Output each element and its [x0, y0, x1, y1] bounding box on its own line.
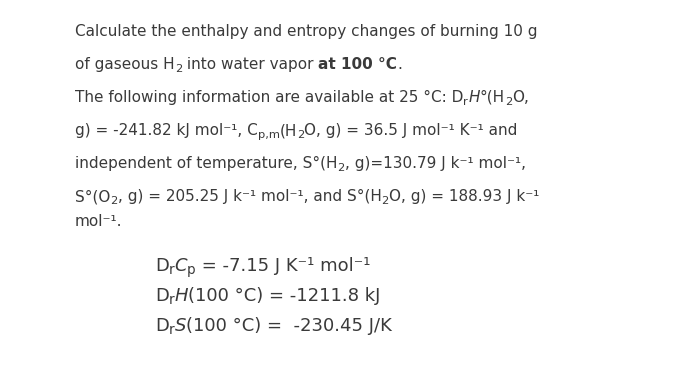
Text: , g) = 205.25 J k⁻¹ mol⁻¹, and S°(H: , g) = 205.25 J k⁻¹ mol⁻¹, and S°(H [118, 189, 382, 204]
Text: D: D [155, 257, 169, 275]
Text: (H: (H [280, 123, 297, 138]
Text: , g)=130.79 J k⁻¹ mol⁻¹,: , g)=130.79 J k⁻¹ mol⁻¹, [344, 156, 526, 171]
Text: at 100 °C: at 100 °C [318, 57, 397, 72]
Text: r: r [169, 293, 174, 307]
Text: °(H: °(H [480, 90, 505, 105]
Text: = -7.15 J K⁻¹ mol⁻¹: = -7.15 J K⁻¹ mol⁻¹ [196, 257, 370, 275]
Text: of gaseous H: of gaseous H [75, 57, 174, 72]
Text: r: r [463, 97, 468, 107]
Text: p,m: p,m [258, 130, 280, 140]
Text: independent of temperature, S°(H: independent of temperature, S°(H [75, 156, 337, 171]
Text: r: r [169, 263, 174, 277]
Text: 2: 2 [505, 97, 512, 107]
Text: 2: 2 [111, 196, 118, 206]
Text: H: H [468, 90, 480, 105]
Text: 2: 2 [382, 196, 388, 206]
Text: p: p [187, 263, 196, 277]
Text: 2: 2 [297, 130, 304, 140]
Text: O, g) = 188.93 J k⁻¹: O, g) = 188.93 J k⁻¹ [389, 189, 539, 204]
Text: 2: 2 [174, 64, 182, 74]
Text: The following information are available at 25 °C: D: The following information are available … [75, 90, 463, 105]
Text: C: C [174, 257, 187, 275]
Text: (100 °C) = -1211.8 kJ: (100 °C) = -1211.8 kJ [188, 287, 380, 305]
Text: D: D [155, 317, 169, 335]
Text: g) = -241.82 kJ mol⁻¹, C: g) = -241.82 kJ mol⁻¹, C [75, 123, 258, 138]
Text: 2: 2 [337, 163, 344, 173]
Text: O, g) = 36.5 J mol⁻¹ K⁻¹ and: O, g) = 36.5 J mol⁻¹ K⁻¹ and [304, 123, 518, 138]
Text: S°(O: S°(O [75, 189, 111, 204]
Text: into water vapor: into water vapor [182, 57, 318, 72]
Text: H: H [174, 287, 188, 305]
Text: .: . [397, 57, 402, 72]
Text: Calculate the enthalpy and entropy changes of burning 10 g: Calculate the enthalpy and entropy chang… [75, 24, 538, 39]
Text: D: D [155, 287, 169, 305]
Text: r: r [169, 323, 174, 337]
Text: O,: O, [512, 90, 529, 105]
Text: S: S [174, 317, 186, 335]
Text: (100 °C) =  -230.45 J/K: (100 °C) = -230.45 J/K [186, 317, 392, 335]
Text: mol⁻¹.: mol⁻¹. [75, 214, 122, 229]
